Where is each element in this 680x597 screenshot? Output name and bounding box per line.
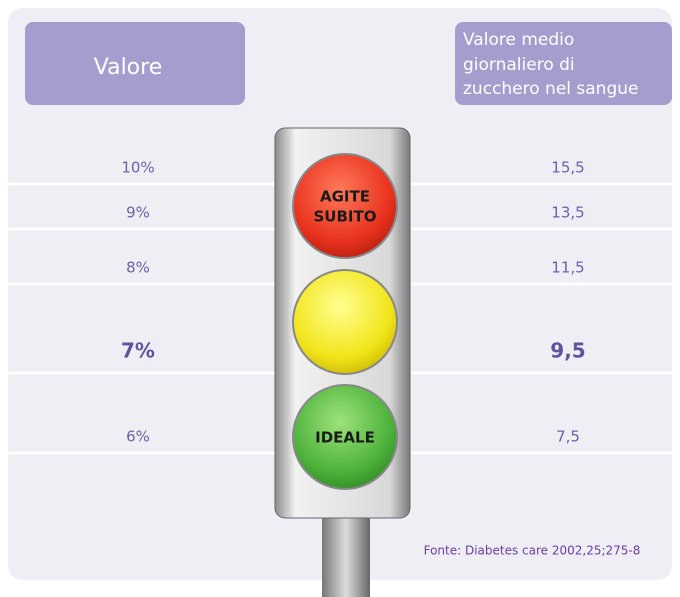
glucose: 13,5 <box>551 204 584 222</box>
glucose: 11,5 <box>551 259 584 277</box>
header-right-line: giornaliero di <box>463 55 575 75</box>
yellow-light <box>293 270 397 374</box>
header-left: Valore <box>94 55 163 80</box>
percent: 10% <box>121 159 154 177</box>
source: Fonte: Diabetes care 2002,25;275-8 <box>424 544 641 558</box>
infographic: Valore Valore medio giornaliero di zucch… <box>0 0 680 597</box>
header-right-line: Valore medio <box>463 30 574 50</box>
header-right-line: zucchero nel sangue <box>463 79 638 99</box>
glucose: 15,5 <box>551 159 584 177</box>
percent: 6% <box>126 428 150 446</box>
light-label: AGITE <box>320 188 370 206</box>
light-label: SUBITO <box>314 208 377 226</box>
glucose: 7,5 <box>556 428 580 446</box>
light-label: IDEALE <box>315 429 375 447</box>
percent: 8% <box>126 259 150 277</box>
page: {"header": {"left": "Valore", "right": [… <box>0 0 680 597</box>
pole <box>322 510 370 597</box>
glucose: 9,5 <box>550 339 585 363</box>
percent: 7% <box>121 339 155 363</box>
percent: 9% <box>126 204 150 222</box>
red-light <box>293 154 397 258</box>
